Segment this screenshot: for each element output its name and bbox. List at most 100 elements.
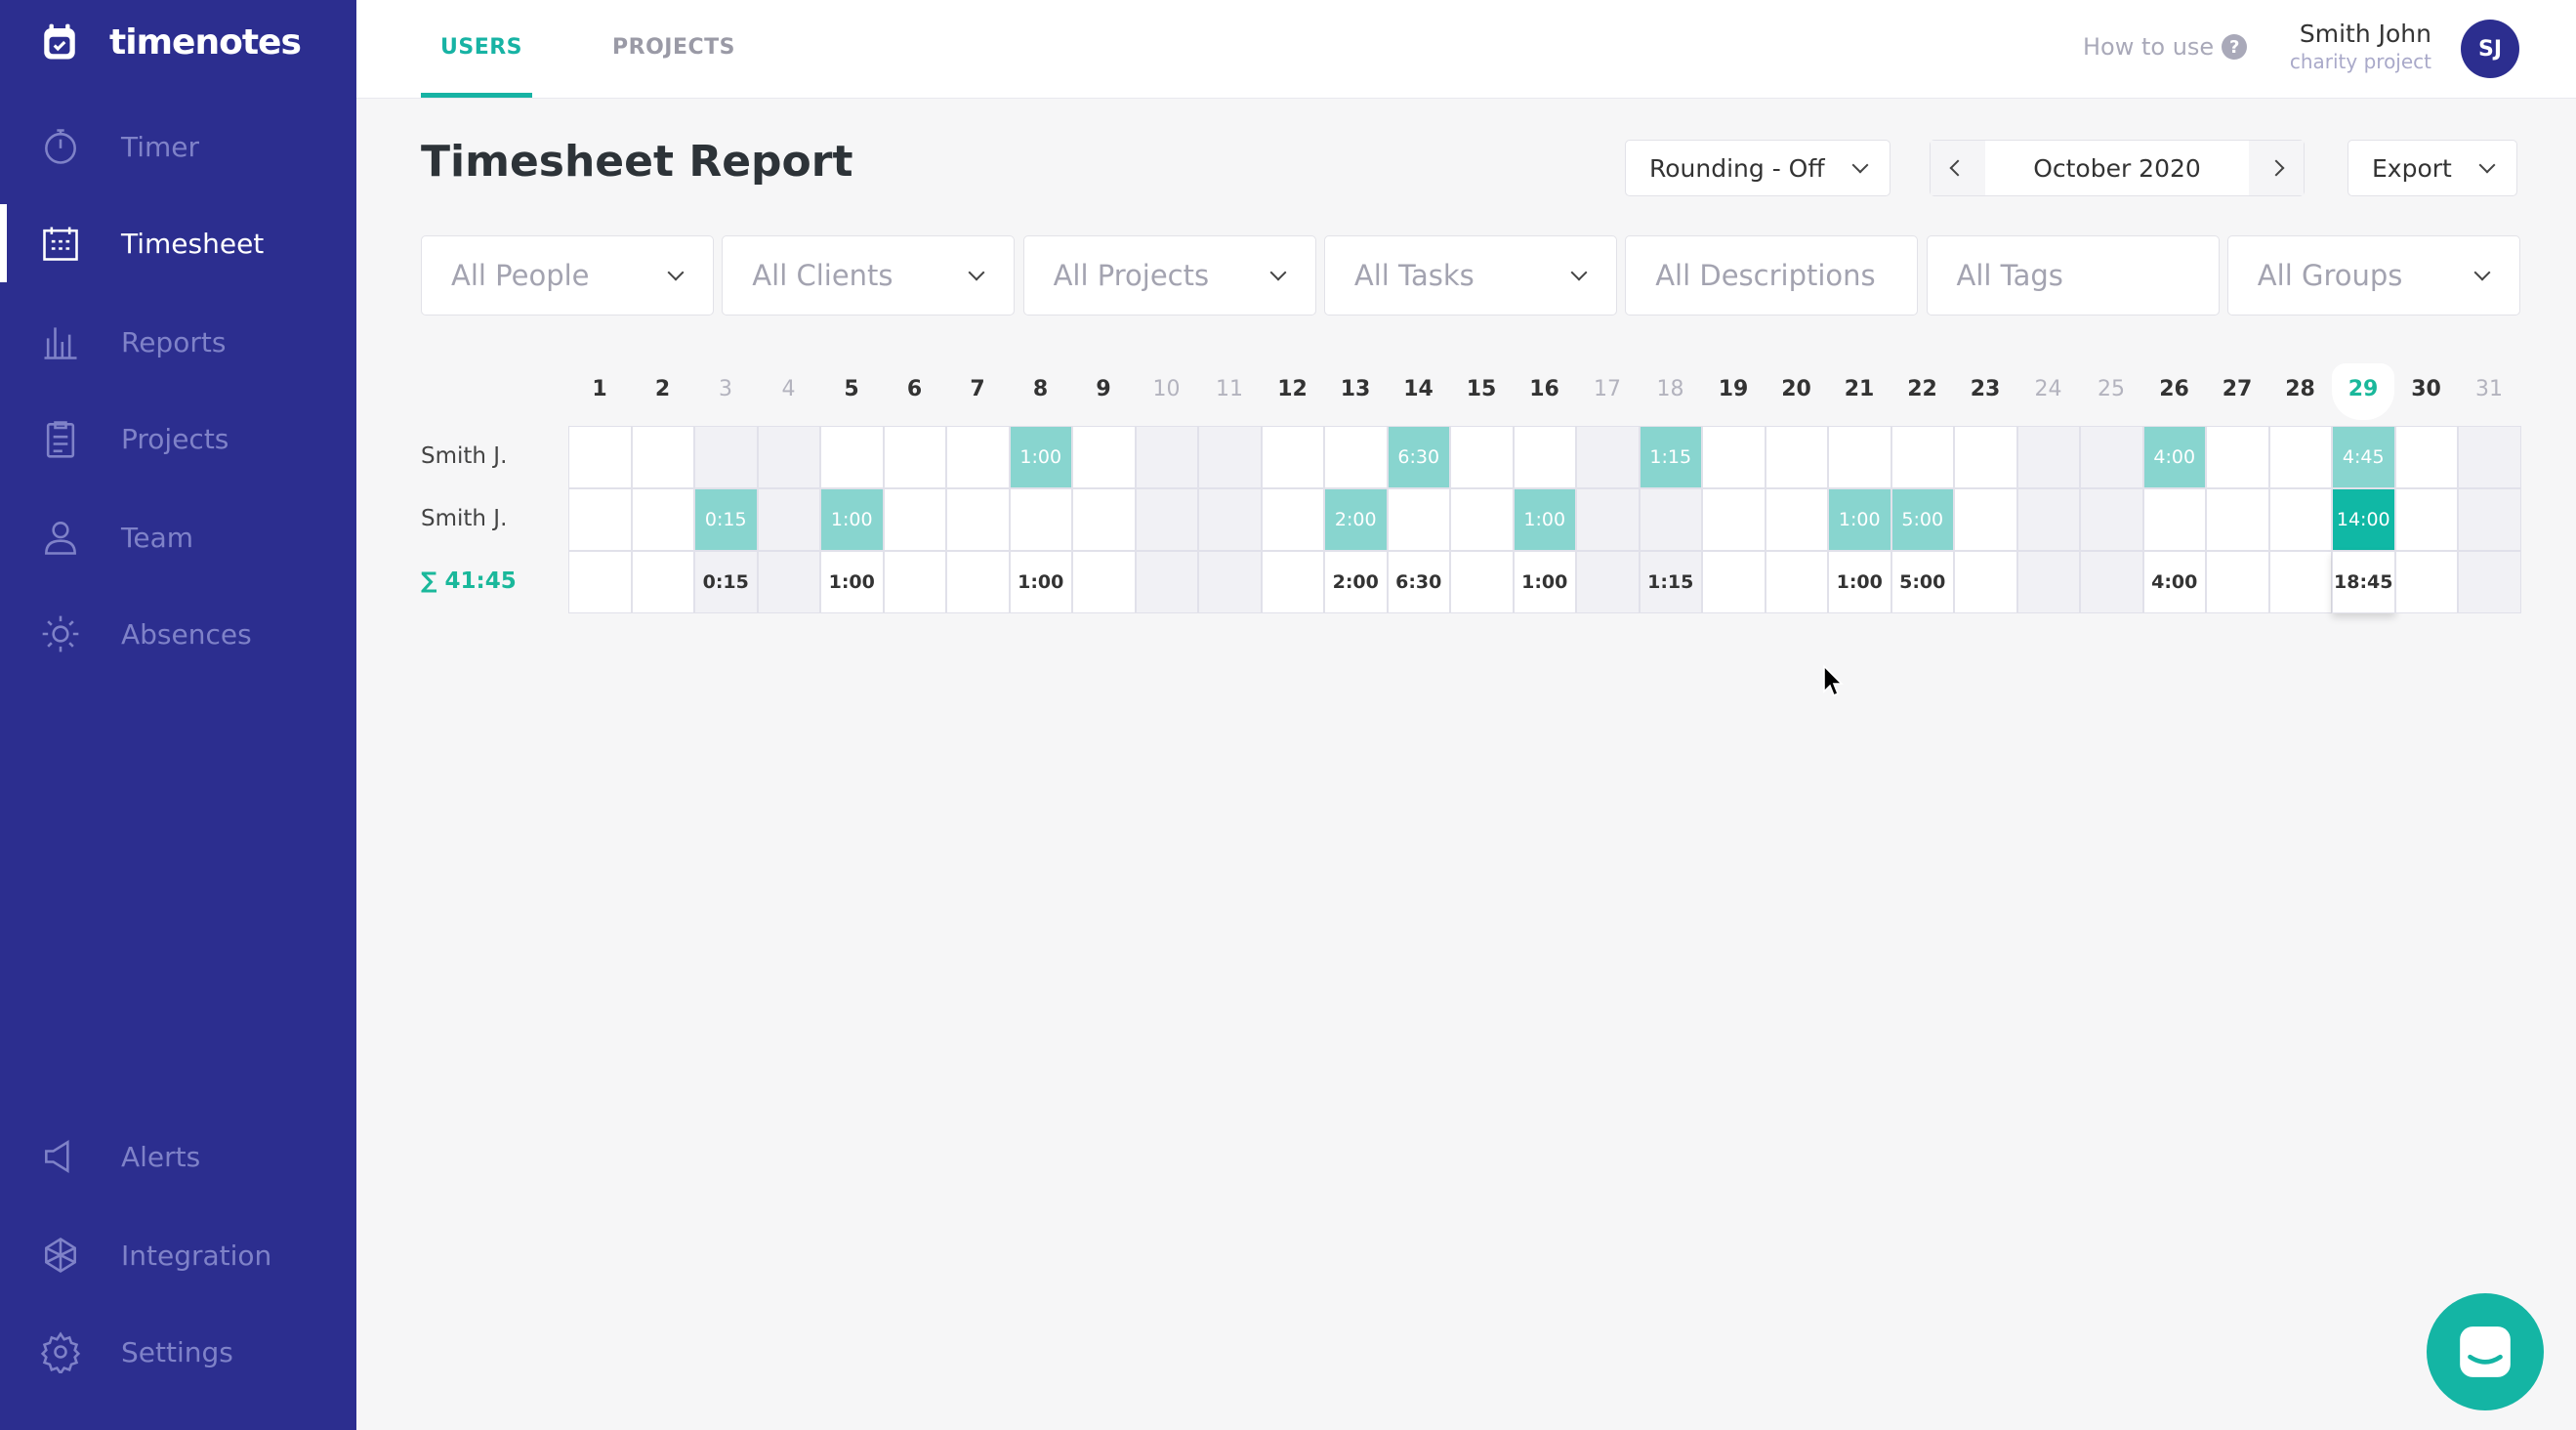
- time-entry-cell[interactable]: [1072, 426, 1136, 488]
- sidebar-item-integration[interactable]: Integration: [0, 1216, 356, 1294]
- how-to-use-link[interactable]: How to use?: [2083, 33, 2248, 61]
- time-entry-cell[interactable]: [2206, 488, 2269, 551]
- time-entry-cell[interactable]: 0:15: [694, 488, 758, 551]
- day-total-cell: [1576, 551, 1640, 613]
- time-entry-cell[interactable]: [2394, 488, 2458, 551]
- time-entry-cell[interactable]: 1:00: [1009, 426, 1072, 488]
- sidebar-item-settings[interactable]: Settings: [0, 1313, 356, 1391]
- time-entry-cell[interactable]: [1890, 426, 1954, 488]
- time-entry-cell[interactable]: 4:00: [2142, 426, 2206, 488]
- time-entry-cell[interactable]: [694, 426, 758, 488]
- time-entry-cell[interactable]: [1009, 488, 1072, 551]
- tab-projects[interactable]: PROJECTS: [612, 35, 735, 60]
- filter-all-groups[interactable]: All Groups: [2226, 235, 2520, 315]
- time-entry-cell[interactable]: [1261, 426, 1324, 488]
- time-entry-cell[interactable]: [2458, 426, 2521, 488]
- logo[interactable]: timenotes: [39, 21, 302, 63]
- filter-all-tags[interactable]: All Tags: [1926, 235, 2220, 315]
- time-entry-cell[interactable]: [568, 488, 632, 551]
- avatar[interactable]: SJ: [2461, 20, 2519, 78]
- bar-chart-icon: [0, 320, 121, 363]
- time-entry-cell[interactable]: [1954, 426, 2017, 488]
- time-entry-cell[interactable]: [568, 426, 632, 488]
- time-entry-cell[interactable]: [2016, 426, 2080, 488]
- time-entry-cell[interactable]: [2268, 488, 2332, 551]
- time-entry-cell[interactable]: [2016, 488, 2080, 551]
- time-entry-cell[interactable]: 1:15: [1639, 426, 1702, 488]
- day-header: 23: [1970, 377, 2001, 401]
- time-entry-cell[interactable]: 5:00: [1890, 488, 1954, 551]
- sidebar-item-reports[interactable]: Reports: [0, 303, 356, 381]
- time-entry-cell[interactable]: [757, 488, 820, 551]
- time-entry-cell[interactable]: [883, 488, 946, 551]
- day-total-cell: 1:00: [1009, 551, 1072, 613]
- time-entry-cell[interactable]: [1576, 488, 1640, 551]
- sidebar-item-alerts[interactable]: Alerts: [0, 1117, 356, 1196]
- time-entry-cell[interactable]: [1702, 488, 1766, 551]
- filter-all-people[interactable]: All People: [421, 235, 714, 315]
- time-entry-cell[interactable]: [1135, 426, 1198, 488]
- time-entry-cell[interactable]: [946, 426, 1010, 488]
- time-entry-cell[interactable]: [631, 426, 694, 488]
- time-entry-cell[interactable]: [1324, 426, 1388, 488]
- time-entry-cell[interactable]: [757, 426, 820, 488]
- chat-button[interactable]: [2427, 1293, 2544, 1410]
- time-entry-cell[interactable]: [1639, 488, 1702, 551]
- time-entry-cell[interactable]: [1513, 426, 1576, 488]
- how-to-use-label: How to use: [2083, 33, 2215, 61]
- filter-all-projects[interactable]: All Projects: [1022, 235, 1316, 315]
- sidebar-item-timesheet[interactable]: Timesheet: [0, 204, 356, 282]
- time-entry-cell[interactable]: [1450, 426, 1514, 488]
- time-entry-cell[interactable]: [946, 488, 1010, 551]
- time-entry-cell[interactable]: [1954, 488, 2017, 551]
- chevron-right-icon: [2267, 159, 2285, 177]
- time-entry-cell[interactable]: [1765, 488, 1828, 551]
- time-entry-cell[interactable]: [2080, 426, 2143, 488]
- sidebar-item-projects[interactable]: Projects: [0, 400, 356, 478]
- sidebar-item-team[interactable]: Team: [0, 498, 356, 576]
- chevron-down-icon: [1851, 156, 1869, 174]
- time-entry-cell[interactable]: 2:00: [1324, 488, 1388, 551]
- tab-users[interactable]: USERS: [440, 35, 523, 60]
- filter-all-tasks[interactable]: All Tasks: [1323, 235, 1617, 315]
- time-entry-cell[interactable]: [1576, 426, 1640, 488]
- time-entry-cell[interactable]: [2142, 488, 2206, 551]
- sidebar-item-absences[interactable]: Absences: [0, 595, 356, 673]
- time-entry-cell[interactable]: [1261, 488, 1324, 551]
- user-info[interactable]: Smith John charity project: [2290, 20, 2431, 73]
- time-entry-cell[interactable]: 1:00: [1828, 488, 1891, 551]
- time-entry-cell[interactable]: [1450, 488, 1514, 551]
- time-entry-cell[interactable]: 1:00: [1513, 488, 1576, 551]
- prev-month-button[interactable]: [1931, 141, 1985, 195]
- time-entry-cell[interactable]: [1828, 426, 1891, 488]
- time-entry-cell[interactable]: 4:45: [2332, 426, 2395, 488]
- time-entry-cell[interactable]: [883, 426, 946, 488]
- time-entry-cell[interactable]: 6:30: [1387, 426, 1450, 488]
- time-entry-cell[interactable]: [2394, 426, 2458, 488]
- time-entry-cell[interactable]: [2206, 426, 2269, 488]
- time-entry-cell[interactable]: [2458, 488, 2521, 551]
- time-entry-cell[interactable]: 14:00: [2332, 488, 2395, 551]
- sidebar-item-label: Alerts: [121, 1140, 201, 1173]
- time-entry-cell[interactable]: [2268, 426, 2332, 488]
- filter-all-clients[interactable]: All Clients: [722, 235, 1016, 315]
- day-total-cell: [1954, 551, 2017, 613]
- day-header: 13: [1340, 377, 1371, 401]
- sidebar-item-timer[interactable]: Timer: [0, 107, 356, 186]
- time-entry-cell[interactable]: [820, 426, 884, 488]
- time-entry-cell[interactable]: [1387, 488, 1450, 551]
- time-entry-cell[interactable]: [1765, 426, 1828, 488]
- time-entry-cell[interactable]: 1:00: [820, 488, 884, 551]
- time-entry-cell[interactable]: [1135, 488, 1198, 551]
- time-entry-cell[interactable]: [1198, 426, 1262, 488]
- time-entry-cell[interactable]: [2080, 488, 2143, 551]
- export-dropdown[interactable]: Export: [2347, 140, 2517, 196]
- time-entry-cell[interactable]: [1198, 488, 1262, 551]
- day-total-cell: 1:00: [1828, 551, 1891, 613]
- time-entry-cell[interactable]: [1072, 488, 1136, 551]
- time-entry-cell[interactable]: [631, 488, 694, 551]
- filter-all-descriptions[interactable]: All Descriptions: [1625, 235, 1919, 315]
- next-month-button[interactable]: [2249, 141, 2304, 195]
- time-entry-cell[interactable]: [1702, 426, 1766, 488]
- rounding-dropdown[interactable]: Rounding - Off: [1625, 140, 1890, 196]
